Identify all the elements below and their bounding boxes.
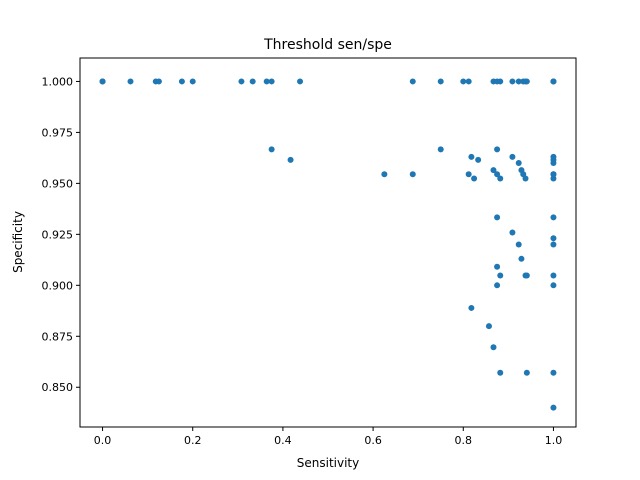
data-point xyxy=(490,344,497,351)
data-point xyxy=(550,241,557,248)
data-point xyxy=(522,175,529,182)
x-axis-ticks: 0.0 0.2 0.4 0.6 0.8 1.0 xyxy=(94,427,562,447)
x-tick-label: 1.0 xyxy=(545,434,563,447)
data-point xyxy=(550,171,557,178)
data-point xyxy=(127,78,134,85)
data-point xyxy=(550,214,557,221)
y-tick-label: 0.875 xyxy=(42,330,74,343)
x-tick-label: 0.2 xyxy=(184,434,202,447)
data-point xyxy=(550,235,557,242)
data-point xyxy=(268,78,275,85)
y-tick-label: 0.900 xyxy=(42,279,74,292)
data-point xyxy=(409,78,416,85)
data-point xyxy=(523,369,530,376)
data-point xyxy=(437,78,444,85)
data-point xyxy=(515,159,522,166)
data-point xyxy=(475,156,482,163)
data-point xyxy=(381,171,388,178)
data-point xyxy=(550,404,557,411)
y-tick-label: 0.950 xyxy=(42,177,74,190)
data-point xyxy=(550,369,557,376)
data-point xyxy=(494,214,501,221)
data-point xyxy=(460,78,467,85)
data-point xyxy=(550,78,557,85)
data-point xyxy=(494,282,501,289)
data-point xyxy=(287,156,294,163)
data-point xyxy=(468,153,475,160)
y-axis-label: Specificity xyxy=(11,211,25,273)
data-point xyxy=(550,272,557,279)
y-tick-label: 0.925 xyxy=(42,228,74,241)
data-point xyxy=(99,78,106,85)
data-point xyxy=(550,175,557,182)
x-tick-label: 0.6 xyxy=(364,434,382,447)
data-point xyxy=(509,153,516,160)
data-point xyxy=(523,78,530,85)
data-point xyxy=(515,78,522,85)
data-point xyxy=(268,146,275,153)
y-axis-ticks: 0.850 0.875 0.900 0.925 0.950 0.975 1.000 xyxy=(42,75,80,394)
y-tick-label: 1.000 xyxy=(42,75,74,88)
chart-title: Threshold sen/spe xyxy=(263,37,392,53)
data-point xyxy=(515,241,522,248)
x-tick-label: 0.8 xyxy=(455,434,473,447)
data-point xyxy=(465,171,472,178)
y-tick-label: 0.975 xyxy=(42,126,74,139)
data-point xyxy=(238,78,245,85)
data-point xyxy=(465,78,472,85)
data-points xyxy=(99,78,557,411)
x-tick-label: 0.4 xyxy=(274,434,292,447)
data-point xyxy=(509,78,516,85)
data-point xyxy=(485,323,492,330)
data-point xyxy=(497,272,504,279)
data-point xyxy=(471,175,478,182)
data-point xyxy=(523,272,530,279)
x-axis-label: Sensitivity xyxy=(297,456,359,470)
data-point xyxy=(550,282,557,289)
data-point xyxy=(437,146,444,153)
data-point xyxy=(509,229,516,236)
data-point xyxy=(518,255,525,262)
data-point xyxy=(497,78,504,85)
data-point xyxy=(494,171,501,178)
data-point xyxy=(497,175,504,182)
data-point xyxy=(497,369,504,376)
data-point xyxy=(249,78,256,85)
y-tick-label: 0.850 xyxy=(42,381,74,394)
data-point xyxy=(490,167,497,174)
plot-area-frame xyxy=(79,57,577,428)
x-tick-label: 0.0 xyxy=(94,434,112,447)
data-point xyxy=(297,78,304,85)
data-point xyxy=(409,171,416,178)
data-point xyxy=(189,78,196,85)
data-point xyxy=(494,146,501,153)
data-point xyxy=(155,78,162,85)
data-point xyxy=(550,159,557,166)
data-point xyxy=(178,78,185,85)
data-point xyxy=(263,78,270,85)
data-point xyxy=(468,304,475,311)
data-point xyxy=(494,263,501,270)
